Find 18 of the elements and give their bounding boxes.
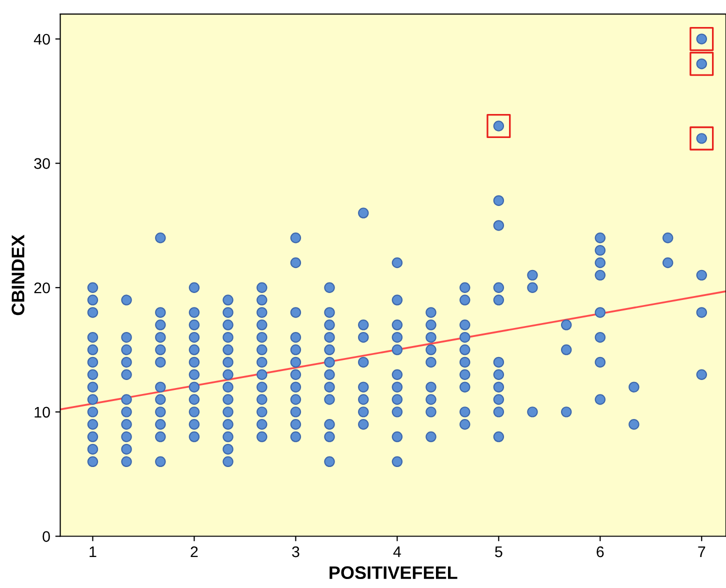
point xyxy=(690,126,714,150)
y-tick-label: 0 xyxy=(42,531,50,542)
x-tick-label: 7 xyxy=(698,546,706,558)
point xyxy=(486,114,511,138)
x-tick-label: 5 xyxy=(495,546,502,558)
x-tick-label: 3 xyxy=(292,546,300,558)
point xyxy=(690,26,714,52)
y-tick-label: 20 xyxy=(34,282,50,294)
point xyxy=(690,52,714,76)
y-tick-label: 40 xyxy=(34,34,50,45)
y-tick-label: 10 xyxy=(34,406,50,418)
y-axis-title: CBINDEX xyxy=(12,234,24,316)
x-tick-label: 1 xyxy=(90,546,96,558)
x-tick-label: 4 xyxy=(393,546,401,558)
x-axis-title: POSITIVEFEEL xyxy=(330,566,458,580)
y-tick-label: 30 xyxy=(34,158,50,169)
x-tick-label: 2 xyxy=(190,546,198,558)
x-tick-label: 6 xyxy=(596,546,604,558)
